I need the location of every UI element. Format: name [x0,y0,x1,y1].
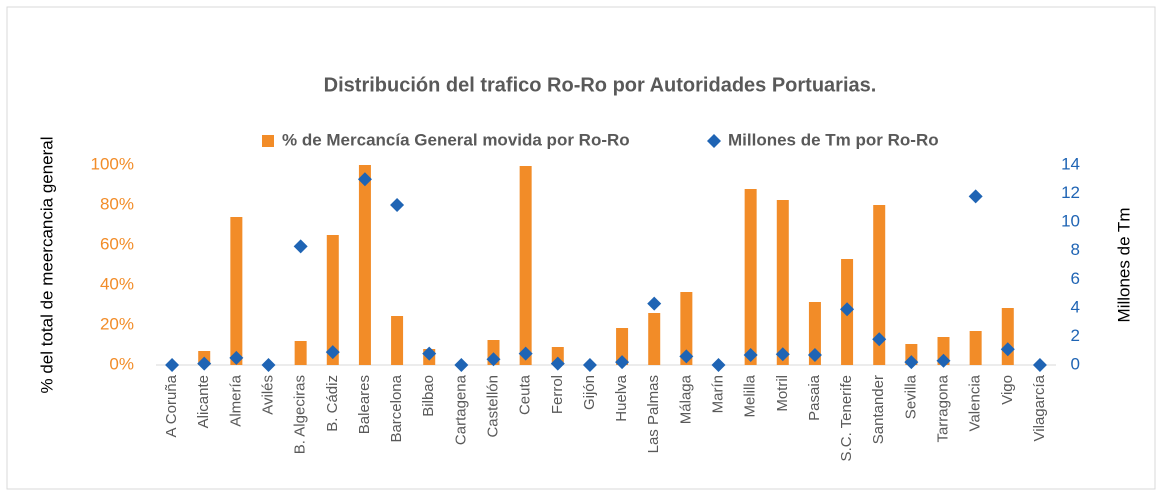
diamond-marker [422,346,437,361]
bar [519,166,532,365]
legend-label: Millones de Tm por Ro-Ro [728,130,939,149]
y-tick-label: 0% [109,354,134,373]
x-tick-label: Huelva [613,374,630,421]
bar [808,302,821,365]
bar [873,205,886,365]
x-tick-label: Cartagena [452,374,469,445]
diamond-marker [518,346,533,361]
y2-axis-title: Millones de Tm [1114,208,1133,323]
diamond-marker [775,347,790,362]
diamond-marker [582,358,597,372]
bar [648,313,661,365]
bar [391,316,404,365]
diamond-marker [679,349,694,364]
chart-title: Distribución del trafico Ro-Ro por Autor… [324,74,877,96]
diamond-marker [968,189,983,204]
x-tick-label: Santander [870,375,887,444]
x-tick-label: Marín [709,375,726,413]
diamond-marker [197,356,212,371]
y-axis-title: % del total de meercancia general [37,136,56,393]
diamond-marker [840,302,855,317]
x-tick-label: Las Palmas [645,375,662,453]
x-tick-label: B. Cádiz [324,375,341,432]
bar [776,200,789,365]
diamond-marker [711,358,726,372]
diamond-marker [743,348,758,362]
diamond-marker [390,198,405,212]
x-tick-label: Ferrol [549,375,566,414]
diamond-marker [647,296,662,311]
diamond-marker [904,355,919,370]
diamond-marker [357,172,372,187]
x-tick-label: A Coruña [163,374,180,437]
diamond-marker [165,358,180,372]
y2-tick-label: 10 [1061,212,1080,231]
x-tick-label: Alicante [195,375,212,428]
bar [744,189,757,365]
x-tick-label: Melilla [742,374,759,417]
diamond-marker [550,356,565,371]
bar [680,292,693,365]
y2-tick-label: 8 [1071,240,1080,259]
x-tick-label: Pasaia [806,374,823,421]
bar [326,235,339,365]
y2-tick-label: 6 [1071,269,1080,288]
y2-tick-label: 0 [1071,354,1080,373]
x-tick-label: S.C. Tenerife [838,375,855,461]
x-tick-label: Valencia [967,374,984,431]
x-tick-label: Tarragona [934,374,951,442]
diamond-marker [807,348,822,362]
bar [969,331,982,365]
diamond-marker [872,332,887,347]
x-tick-label: Motril [774,375,791,412]
diamond-marker [229,350,244,365]
x-tick-label: B. Algeciras [292,375,309,454]
x-tick-label: Almería [227,374,244,426]
diamond-marker [454,358,469,372]
diamond-marker [1000,342,1015,357]
y2-tick-label: 14 [1061,154,1080,173]
bar [616,328,629,365]
diamond-marker [293,239,308,254]
x-tick-label: Ceuta [517,374,534,415]
x-tick-label: Vilagarcía [1031,374,1048,441]
y-tick-label: 100% [91,154,134,173]
diamond-marker [325,345,340,360]
y-tick-label: 60% [100,234,134,253]
x-tick-label: Málaga [677,374,694,424]
y-tick-label: 80% [100,194,134,213]
x-tick-label: Baleares [356,375,373,434]
bar [358,165,371,365]
x-tick-label: Avilés [259,375,276,415]
x-tick-label: Barcelona [388,374,405,442]
bar [1001,308,1014,365]
x-tick-label: Gijón [581,375,598,410]
x-tick-label: Castellón [484,375,501,438]
y-tick-label: 40% [100,274,134,293]
x-tick-label: Vigo [999,375,1016,405]
legend-label: % de Mercancía General movida por Ro-Ro [282,130,630,149]
diamond-marker [486,352,501,367]
chart-border [6,6,1156,490]
legend-swatch [707,134,721,148]
x-tick-label: Sevilla [902,374,919,419]
diamond-marker [261,358,276,372]
y-tick-label: 20% [100,314,134,333]
legend-swatch [262,135,274,147]
bar [294,341,307,365]
y2-tick-label: 2 [1071,326,1080,345]
diamond-marker [615,355,630,370]
diamond-marker [1032,358,1047,372]
y2-tick-label: 4 [1071,297,1080,316]
diamond-marker [936,353,951,368]
x-tick-label: Bilbao [420,375,437,417]
y2-tick-label: 12 [1061,183,1080,202]
bar [230,217,243,365]
